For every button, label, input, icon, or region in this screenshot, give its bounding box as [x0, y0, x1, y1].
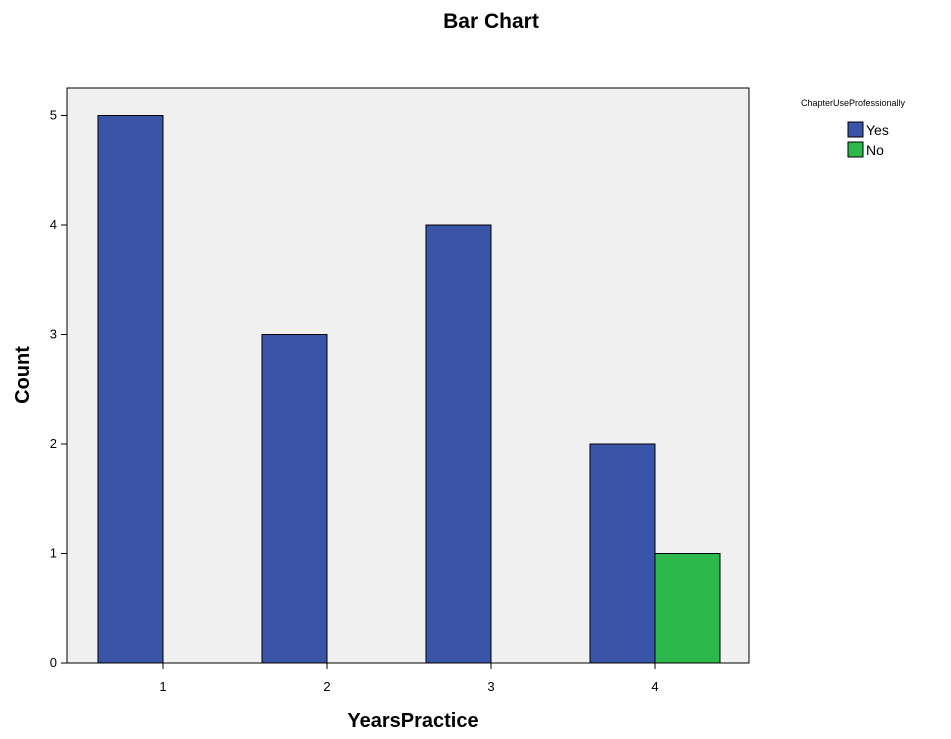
y-tick-label: 5: [50, 108, 57, 123]
bar-yes-1: [97, 115, 164, 664]
bars-group: [97, 115, 721, 664]
y-tick-label: 0: [50, 655, 57, 670]
y-tick-label: 2: [50, 436, 57, 451]
x-tick-label: 2: [323, 679, 330, 694]
legend-title: ChapterUseProfessionally: [801, 98, 906, 108]
bar-yes-3: [425, 224, 492, 664]
legend-label-yes: Yes: [866, 122, 889, 138]
bar-yes-2: [261, 334, 328, 664]
x-tick-label: 3: [487, 679, 494, 694]
legend-label-no: No: [866, 142, 884, 158]
y-axis-label: Count: [12, 346, 34, 404]
chart-title: Bar Chart: [443, 10, 539, 33]
x-axis: 1 2 3 4: [159, 663, 659, 694]
bar-yes-4: [589, 443, 656, 664]
x-tick-label: 1: [159, 679, 166, 694]
x-axis-label: YearsPractice: [347, 710, 478, 732]
bar-no-4: [654, 553, 721, 664]
legend-swatch-yes: [847, 121, 864, 138]
legend: ChapterUseProfessionally Yes No: [801, 98, 906, 158]
y-tick-label: 1: [50, 546, 57, 561]
y-tick-label: 4: [50, 217, 57, 232]
y-tick-label: 3: [50, 327, 57, 342]
x-tick-label: 4: [651, 679, 658, 694]
legend-swatch-no: [847, 141, 864, 158]
legend-items: Yes No: [847, 121, 889, 158]
y-axis: 0 1 2 3 4 5: [50, 108, 67, 670]
